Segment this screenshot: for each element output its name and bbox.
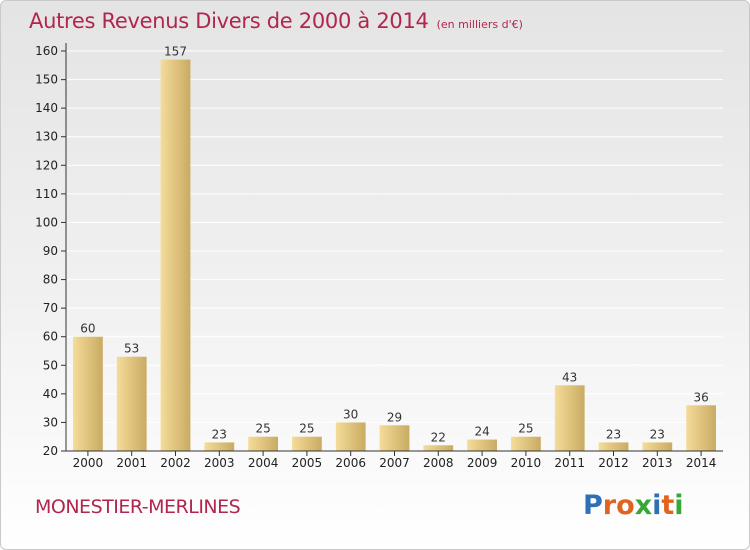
y-tick-label: 110 [35, 187, 58, 201]
bar [204, 442, 235, 451]
x-tick-label: 2003 [204, 456, 235, 470]
logo-letter: i [652, 490, 662, 521]
bars [73, 59, 716, 451]
data-label: 29 [387, 410, 402, 424]
data-label: 30 [343, 407, 358, 421]
bar [511, 436, 541, 451]
y-tick-label: 50 [43, 358, 58, 372]
bar [160, 59, 191, 451]
y-tick-label: 90 [43, 244, 58, 258]
logo-letter: t [661, 490, 675, 521]
x-tick-label: 2010 [511, 456, 542, 470]
data-label: 24 [474, 425, 489, 439]
y-tick-label: 130 [35, 130, 58, 144]
logo-letter: o [616, 490, 635, 521]
y-tick-label: 70 [43, 301, 58, 315]
chart-title: Autres Revenus Divers de 2000 à 2014 (en … [29, 9, 523, 33]
bar [292, 436, 322, 451]
chart-subtitle: (en milliers d'€) [436, 18, 523, 31]
data-label: 53 [124, 342, 139, 356]
y-tick-label: 40 [43, 387, 58, 401]
logo-letter: x [634, 490, 653, 521]
x-tick-label: 2012 [598, 456, 629, 470]
x-tick-label: 2005 [292, 456, 323, 470]
bar [423, 445, 454, 451]
bar [335, 422, 366, 451]
logo-letter: r [602, 490, 617, 521]
data-label: 25 [255, 422, 270, 436]
bar [686, 405, 716, 451]
data-label: 43 [562, 370, 577, 384]
y-tick-label: 160 [35, 44, 58, 58]
data-label: 23 [212, 427, 227, 441]
x-tick-label: 2011 [554, 456, 585, 470]
bar [467, 439, 497, 451]
x-tick-label: 2001 [116, 456, 147, 470]
y-tick-label: 60 [43, 330, 58, 344]
logo-letter: P [583, 490, 603, 521]
y-tick-label: 150 [35, 73, 58, 87]
y-tick-label: 140 [35, 101, 58, 115]
bar [248, 436, 278, 451]
y-tick-label: 100 [35, 215, 58, 229]
bar [379, 425, 410, 451]
data-labels: 60 53 157 23 25 25 30 29 22 24 25 43 23 23 36 [80, 45, 708, 445]
logo-letter: i [674, 490, 684, 521]
y-tick-label: 30 [43, 415, 58, 429]
x-tick-label: 2006 [335, 456, 366, 470]
bar [116, 356, 147, 451]
x-tick-label: 2002 [160, 456, 191, 470]
data-label: 23 [650, 427, 665, 441]
commune-name: MONESTIER-MERLINES [35, 496, 241, 518]
data-label: 25 [299, 422, 314, 436]
data-label: 22 [431, 430, 446, 444]
axes: 20 30 40 50 60 70 80 90 100 110 120 130 140 150 160 200… [35, 43, 723, 470]
data-label: 23 [606, 427, 621, 441]
chart-title-text: Autres Revenus Divers de 2000 à 2014 [29, 9, 429, 33]
x-tick-label: 2009 [467, 456, 498, 470]
x-tick-label: 2013 [642, 456, 673, 470]
bar [642, 442, 673, 451]
proxiti-logo: Proxiti [583, 490, 684, 521]
y-tick-label: 80 [43, 273, 58, 287]
data-label: 157 [164, 45, 187, 59]
x-tick-label: 2014 [686, 456, 717, 470]
data-label: 60 [80, 322, 95, 336]
y-tick-label: 120 [35, 158, 58, 172]
bar [73, 336, 103, 451]
data-label: 36 [693, 390, 708, 404]
data-label: 25 [518, 422, 533, 436]
y-tick-label: 20 [43, 444, 58, 458]
x-tick-label: 2007 [379, 456, 410, 470]
x-tick-label: 2004 [248, 456, 279, 470]
bar [554, 385, 585, 451]
bar [598, 442, 629, 451]
x-tick-label: 2000 [73, 456, 104, 470]
x-tick-label: 2008 [423, 456, 454, 470]
